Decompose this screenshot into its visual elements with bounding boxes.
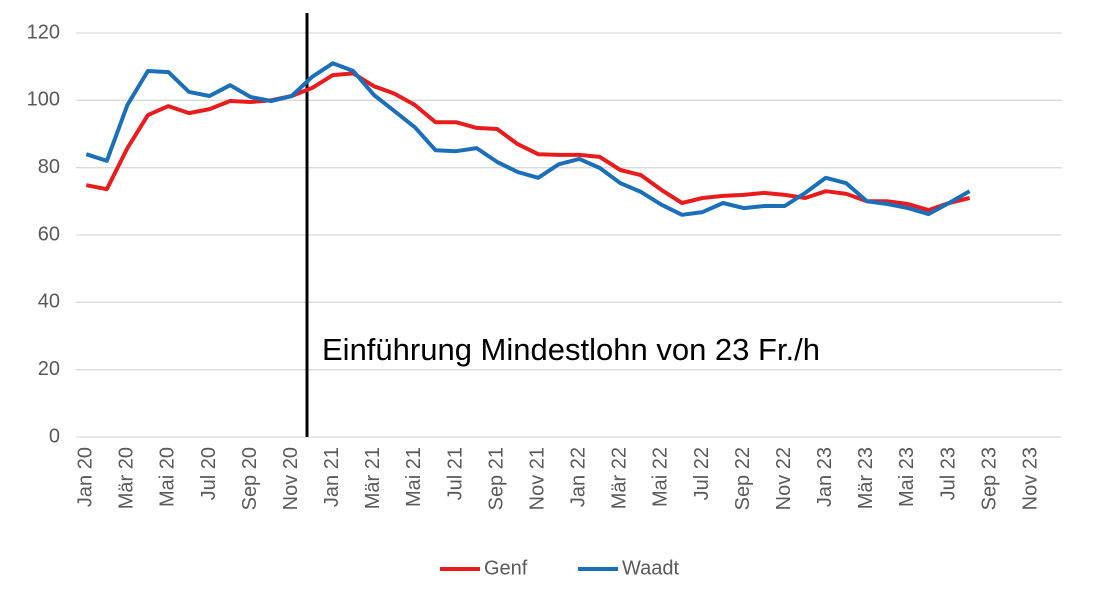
- annotation: Einführung Mindestlohn von 23 Fr./h: [322, 332, 820, 367]
- x-tick-label: Mär 21: [362, 447, 384, 509]
- x-tick-label: Nov 22: [773, 447, 795, 510]
- series-line: [85, 71, 971, 213]
- x-tick-label: Mär 20: [116, 447, 138, 509]
- y-tick-label: 120: [27, 21, 60, 43]
- x-tick-label: Nov 20: [280, 447, 302, 510]
- x-tick-label: Jan 23: [814, 447, 836, 507]
- x-tick-label: Nov 23: [1019, 447, 1041, 510]
- x-tick-label: Mai 23: [896, 447, 918, 507]
- x-tick-label: Jan 21: [321, 447, 343, 507]
- x-tick-label: Sep 22: [732, 447, 754, 510]
- x-tick-label: Jul 20: [198, 447, 220, 500]
- legend-label: Genf: [484, 557, 528, 579]
- x-tick-label: Mai 20: [157, 447, 179, 507]
- x-tick-label: Jul 21: [444, 447, 466, 500]
- x-tick-label: Sep 21: [485, 447, 507, 510]
- x-tick-label: Sep 23: [978, 447, 1000, 510]
- x-tick-label: Jul 23: [937, 447, 959, 500]
- x-tick-label: Mai 21: [403, 447, 425, 507]
- y-tick-label: 40: [38, 291, 60, 313]
- y-tick-label: 100: [27, 89, 60, 111]
- y-tick-label: 60: [38, 223, 60, 245]
- legend-label: Waadt: [622, 557, 680, 579]
- series-line: [85, 61, 971, 217]
- y-tick-label: 20: [38, 358, 60, 380]
- x-tick-label: Jul 22: [691, 447, 713, 500]
- y-tick-label: 80: [38, 156, 60, 178]
- x-tick-label: Jan 20: [75, 447, 97, 507]
- x-tick-label: Mai 22: [650, 447, 672, 507]
- x-tick-label: Sep 20: [239, 447, 261, 510]
- x-tick-label: Nov 21: [526, 447, 548, 510]
- x-tick-label: Mär 23: [855, 447, 877, 509]
- x-tick-label: Jan 22: [568, 447, 590, 507]
- y-tick-label: 0: [49, 425, 60, 447]
- x-tick-label: Mär 22: [609, 447, 631, 509]
